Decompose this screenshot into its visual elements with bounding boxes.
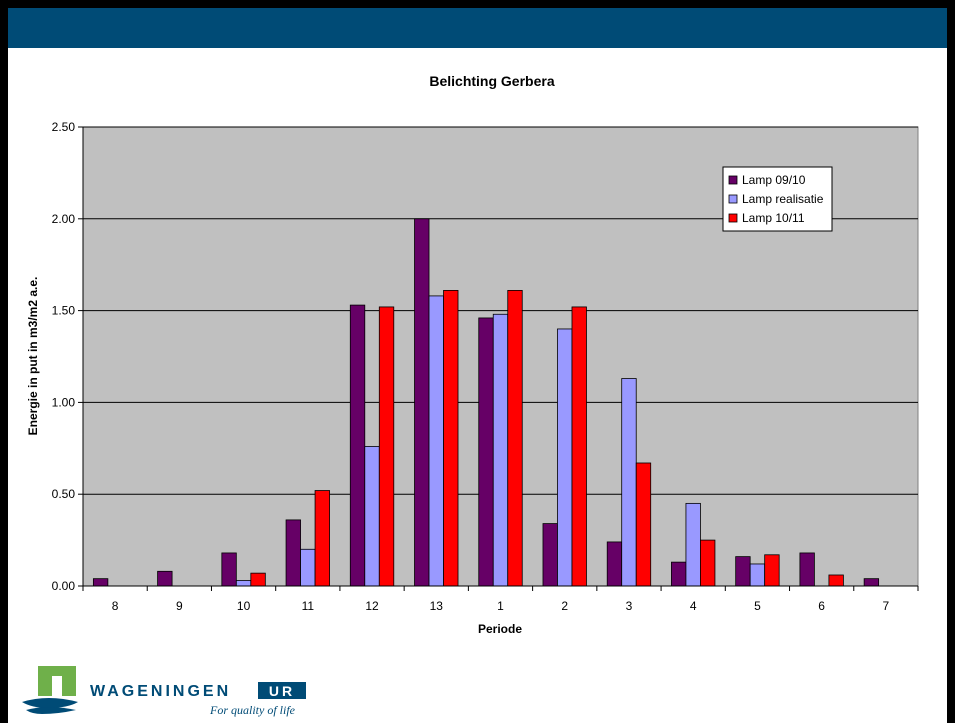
- bar: [735, 556, 751, 587]
- logo-mark-icon: [22, 666, 78, 714]
- bar: [542, 523, 558, 587]
- legend-label: Lamp realisatie: [742, 192, 824, 206]
- bar: [92, 578, 109, 587]
- legend-swatch: [728, 194, 738, 204]
- bar: [635, 462, 652, 587]
- bar: [364, 446, 380, 587]
- bar: [414, 218, 430, 587]
- x-tick-label: 4: [690, 599, 697, 613]
- bar: [685, 502, 701, 587]
- bar: [378, 306, 395, 587]
- legend-box: [722, 166, 833, 232]
- legend-label: Lamp 09/10: [742, 173, 806, 187]
- logo-ur-box: [258, 682, 306, 699]
- bar: [250, 572, 266, 587]
- chart-title: Belichting Gerbera: [429, 73, 554, 89]
- bar: [478, 317, 494, 587]
- x-tick-label: 11: [302, 599, 315, 613]
- bars: [92, 218, 880, 587]
- bar: [443, 290, 459, 587]
- logo-tagline: For quality of life: [209, 703, 296, 717]
- bar: [300, 548, 316, 587]
- bar: [221, 552, 237, 587]
- bar: [314, 490, 330, 587]
- legend-swatch: [728, 175, 738, 185]
- bar: [349, 304, 366, 587]
- x-axis-label: Periode: [478, 622, 522, 636]
- x-tick-label: 7: [883, 599, 890, 613]
- bar: [799, 552, 815, 587]
- bar: [828, 574, 844, 587]
- y-axis-label: Energie in put in m3/m2 a.e.: [26, 277, 40, 436]
- y-axis: 0.00 0.50 1.00 1.50 2.00 2.50: [52, 120, 84, 593]
- bar: [571, 306, 587, 587]
- x-tick-label: 12: [365, 599, 379, 613]
- logo-wordmark: WAGENINGEN: [90, 683, 231, 700]
- legend-swatch: [728, 213, 738, 223]
- bar: [492, 313, 509, 587]
- legend: Lamp 09/10 Lamp realisatie Lamp 10/11: [722, 166, 833, 232]
- y-tick-label: 2.50: [52, 120, 76, 134]
- header-bar: [8, 8, 947, 48]
- x-tick-label: 3: [626, 599, 633, 613]
- x-tick-label: 5: [754, 599, 761, 613]
- bar: [235, 580, 252, 587]
- wageningen-ur-logo: WAGENINGEN UR For quality of life: [22, 666, 306, 717]
- bar: [557, 328, 573, 587]
- x-tick-label: 1: [497, 599, 504, 613]
- x-tick-label: 9: [176, 599, 183, 613]
- bar: [863, 578, 880, 587]
- x-axis: 8 9 10 11 12 13 1 2 3 4 5 6 7: [82, 585, 919, 613]
- x-tick-label: 2: [561, 599, 568, 613]
- bar: [428, 295, 444, 587]
- bar: [671, 561, 687, 587]
- x-tick-label: 13: [430, 599, 444, 613]
- y-tick-label: 2.00: [52, 212, 76, 226]
- bar: [764, 554, 780, 587]
- x-tick-label: 8: [112, 599, 119, 613]
- x-tick-label: 10: [237, 599, 251, 613]
- bar: [749, 563, 766, 587]
- bar: [507, 290, 523, 587]
- bar: [157, 570, 173, 587]
- legend-label: Lamp 10/11: [742, 211, 805, 225]
- y-tick-label: 0.50: [52, 487, 76, 501]
- y-tick-label: 1.00: [52, 395, 76, 409]
- logo-ur: UR: [269, 683, 295, 699]
- bar: [606, 541, 623, 587]
- bar: [621, 378, 637, 587]
- bar: [285, 519, 301, 587]
- y-tick-label: 0.00: [52, 579, 76, 593]
- y-tick-label: 1.50: [52, 304, 76, 318]
- bar: [700, 539, 716, 587]
- x-tick-label: 6: [818, 599, 825, 613]
